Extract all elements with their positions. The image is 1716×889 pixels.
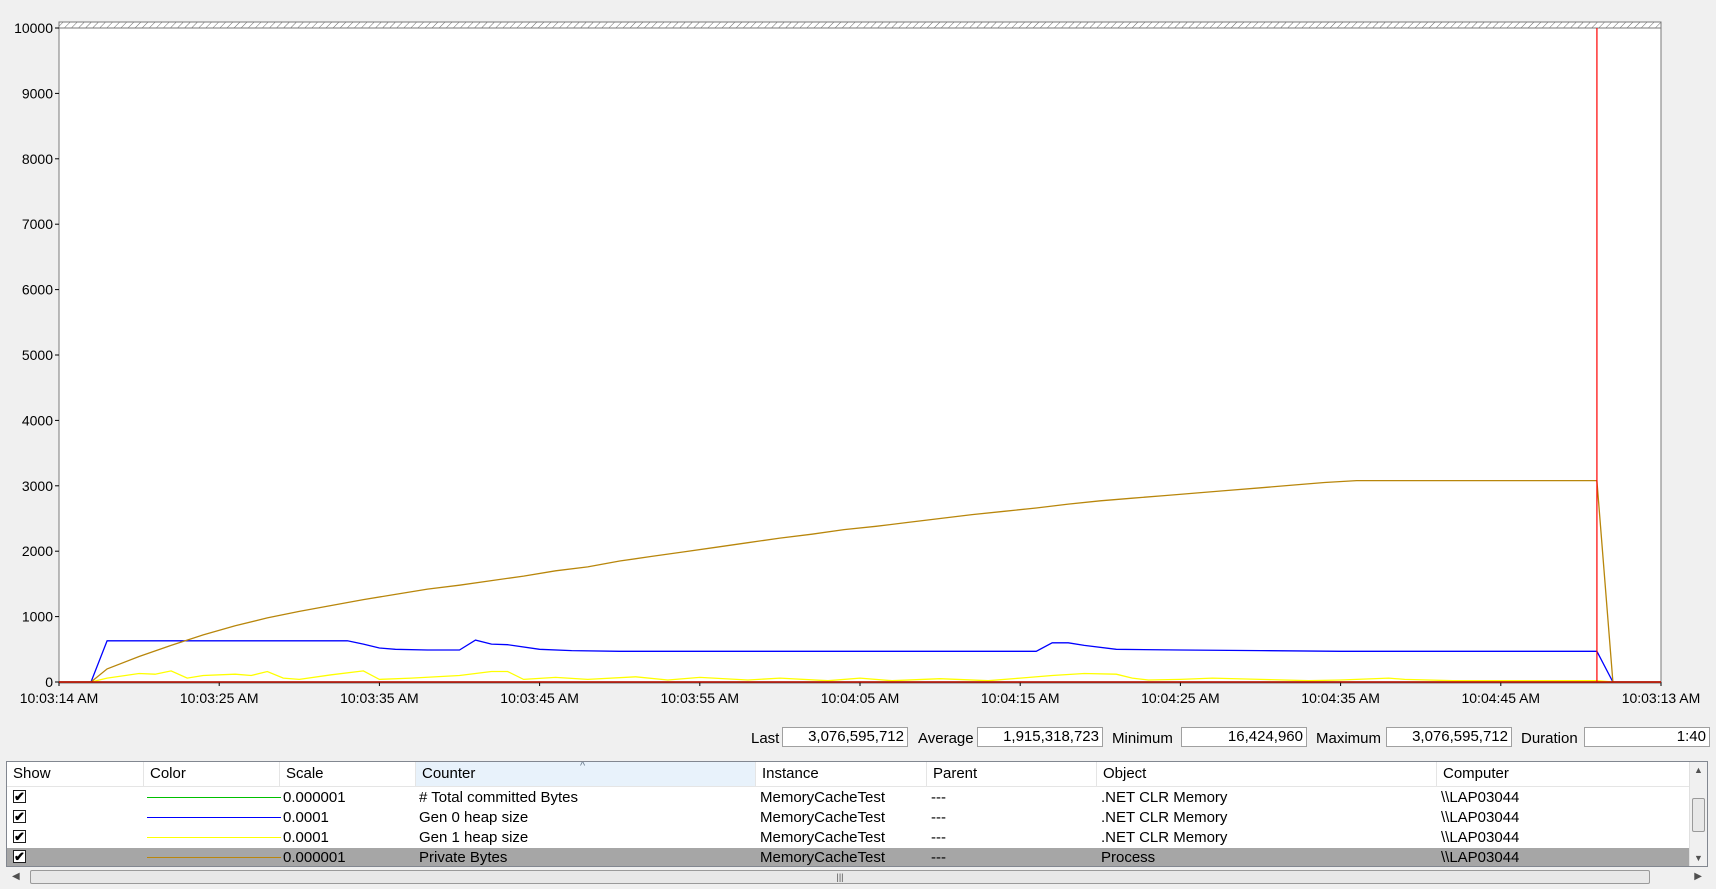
x-tick-label: 10:04:45 AM <box>1461 690 1540 706</box>
show-checkbox[interactable]: ✔ <box>13 789 26 804</box>
scale-cell: 0.0001 <box>283 809 329 826</box>
table-row[interactable]: ✔ 0.0001 Gen 0 heap size MemoryCacheTest… <box>7 808 1689 828</box>
column-header-computer[interactable]: Computer <box>1443 765 1509 782</box>
table-row[interactable]: ✔ 0.0001 Gen 1 heap size MemoryCacheTest… <box>7 828 1689 848</box>
counter-table: Show Color Scale ^ Counter Instance Pare… <box>6 761 1708 867</box>
y-tick-label: 2000 <box>22 543 53 559</box>
y-tick-label: 10000 <box>14 20 53 36</box>
series-line-gen-0-heap-size <box>59 639 1661 683</box>
x-tick-label: 10:04:15 AM <box>981 690 1060 706</box>
x-tick-label: 10:03:55 AM <box>660 690 739 706</box>
column-header-parent[interactable]: Parent <box>927 762 1097 786</box>
scale-cell: 0.0001 <box>283 829 329 846</box>
minimum-value: 16,424,960 <box>1181 727 1307 747</box>
table-row[interactable]: ✔ 0.000001 # Total committed Bytes Memor… <box>7 788 1689 808</box>
parent-cell: --- <box>931 809 946 826</box>
x-tick-label: 10:03:13 AM <box>1622 690 1701 706</box>
column-header-instance[interactable]: Instance <box>756 762 927 786</box>
scroll-down-icon[interactable]: ▼ <box>1694 853 1703 863</box>
table-row-selected[interactable]: ✔ 0.000001 Private Bytes MemoryCacheTest… <box>7 848 1689 866</box>
column-header-counter-label: Counter <box>422 765 476 782</box>
table-header: Show Color Scale ^ Counter Instance Pare… <box>7 762 1689 787</box>
duration-label: Duration <box>1521 730 1578 747</box>
maximum-value: 3,076,595,712 <box>1386 727 1512 747</box>
show-checkbox[interactable]: ✔ <box>13 849 26 864</box>
computer-cell: \\LAP03044 <box>1441 829 1520 846</box>
object-cell: Process <box>1101 849 1156 866</box>
scale-cell: 0.000001 <box>283 849 346 866</box>
vertical-scrollbar[interactable]: ▲ ▼ <box>1689 762 1707 866</box>
horizontal-scroll-thumb[interactable]: ||| <box>30 870 1650 884</box>
series-color-swatch <box>147 797 281 798</box>
y-tick-label: 1000 <box>22 609 53 625</box>
x-tick-label: 10:03:45 AM <box>500 690 579 706</box>
x-axis: 10:03:14 AM 10:03:25 AM 10:03:35 AM 10:03:4… <box>20 682 1701 706</box>
object-cell: .NET CLR Memory <box>1101 829 1228 846</box>
y-tick-label: 4000 <box>22 412 53 428</box>
object-cell: .NET CLR Memory <box>1101 789 1228 806</box>
series-color-swatch <box>147 817 281 818</box>
column-header-color[interactable]: Color <box>144 762 280 786</box>
object-cell: .NET CLR Memory <box>1101 809 1228 826</box>
series-line-private-bytes <box>59 479 1661 683</box>
instance-cell: MemoryCacheTest <box>760 809 886 826</box>
y-tick-label: 7000 <box>22 216 53 232</box>
last-value: 3,076,595,712 <box>782 727 908 747</box>
duration-value: 1:40 <box>1584 727 1710 747</box>
counter-cell: # Total committed Bytes <box>419 789 578 806</box>
computer-cell: \\LAP03044 <box>1441 809 1520 826</box>
y-tick-label: 5000 <box>22 347 53 363</box>
x-tick-label: 10:04:35 AM <box>1301 690 1380 706</box>
parent-cell: --- <box>931 789 946 806</box>
instance-cell: MemoryCacheTest <box>760 829 886 846</box>
counter-cell: Private Bytes <box>419 849 508 866</box>
average-value: 1,915,318,723 <box>977 727 1103 747</box>
y-tick-label: 6000 <box>22 282 53 298</box>
graph-top-hatch <box>58 21 1662 29</box>
y-tick-label: 9000 <box>22 85 53 101</box>
scale-cell: 0.000001 <box>283 789 346 806</box>
performance-graph[interactable]: 1000090008000700060005000400030002000100… <box>0 0 1716 722</box>
scroll-right-icon[interactable]: ▶ <box>1694 871 1702 882</box>
plot-area <box>58 21 1662 684</box>
computer-cell: \\LAP03044 <box>1441 849 1520 866</box>
series-color-swatch <box>147 837 281 838</box>
column-header-object[interactable]: Object <box>1097 762 1437 786</box>
computer-cell: \\LAP03044 <box>1441 789 1520 806</box>
series-line-gen-1-heap-size <box>59 670 1661 683</box>
sort-ascending-icon: ^ <box>580 761 586 772</box>
x-tick-label: 10:03:14 AM <box>20 690 99 706</box>
x-tick-label: 10:04:25 AM <box>1141 690 1220 706</box>
column-header-show[interactable]: Show <box>7 762 144 786</box>
y-tick-label: 3000 <box>22 478 53 494</box>
y-tick-label: 8000 <box>22 151 53 167</box>
y-tick-label: 0 <box>45 674 53 690</box>
vertical-scroll-thumb[interactable] <box>1692 798 1705 832</box>
x-tick-label: 10:03:25 AM <box>180 690 259 706</box>
average-label: Average <box>918 730 974 747</box>
parent-cell: --- <box>931 849 946 866</box>
scroll-up-icon[interactable]: ▲ <box>1694 765 1703 775</box>
counter-cell: Gen 1 heap size <box>419 829 529 846</box>
x-tick-label: 10:03:35 AM <box>340 690 419 706</box>
scroll-left-icon[interactable]: ◀ <box>12 871 20 882</box>
minimum-label: Minimum <box>1112 730 1173 747</box>
counter-cell: Gen 0 heap size <box>419 809 529 826</box>
statistics-bar: Last 3,076,595,712 Average 1,915,318,723… <box>0 727 1716 751</box>
last-label: Last <box>751 730 780 747</box>
parent-cell: --- <box>931 829 946 846</box>
instance-cell: MemoryCacheTest <box>760 849 886 866</box>
x-tick-label: 10:04:05 AM <box>821 690 900 706</box>
instance-cell: MemoryCacheTest <box>760 789 886 806</box>
show-checkbox[interactable]: ✔ <box>13 809 26 824</box>
maximum-label: Maximum <box>1316 730 1382 747</box>
series-color-swatch <box>147 857 281 858</box>
column-header-counter[interactable]: ^ Counter <box>416 762 756 786</box>
y-axis: 1000090008000700060005000400030002000100… <box>14 20 59 690</box>
series-layer <box>59 479 1661 683</box>
show-checkbox[interactable]: ✔ <box>13 829 26 844</box>
column-header-scale[interactable]: Scale <box>280 762 416 786</box>
horizontal-scrollbar[interactable]: ◀ ||| ▶ <box>6 868 1708 886</box>
